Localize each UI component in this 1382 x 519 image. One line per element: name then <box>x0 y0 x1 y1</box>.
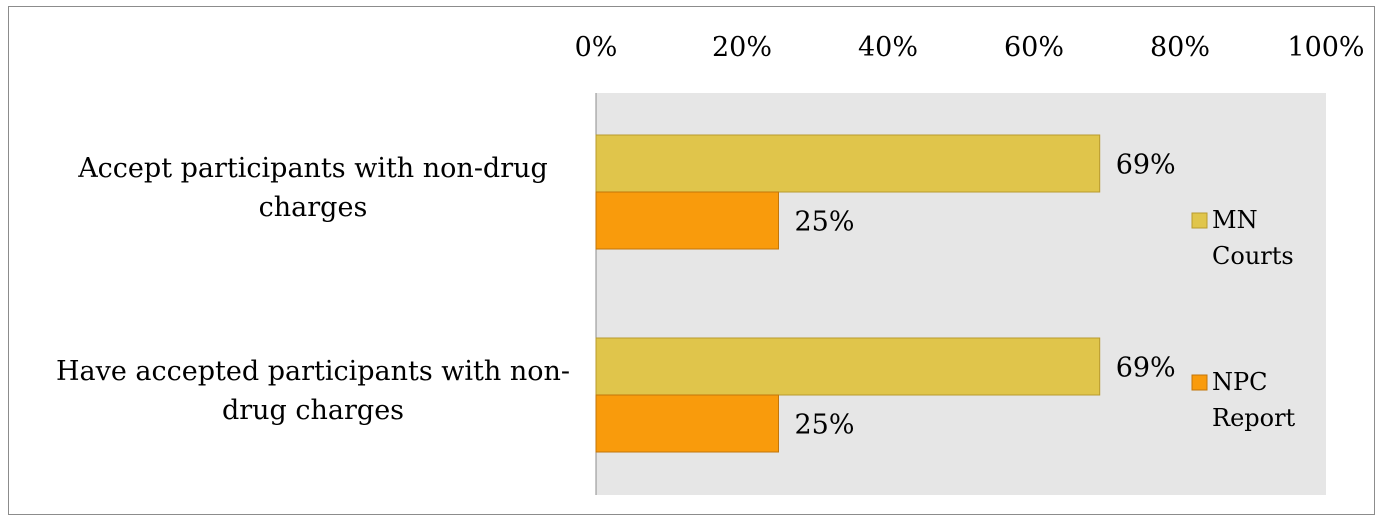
x-tick-label: 40% <box>858 32 918 63</box>
category-labels: Accept participants with non-drug charges… <box>56 153 570 426</box>
bar <box>595 134 1101 193</box>
bar-value-label: 25% <box>795 410 855 441</box>
bar <box>595 394 779 453</box>
legend-label: Report <box>1212 404 1296 432</box>
legend-label: NPC <box>1212 368 1268 396</box>
category-label: charges <box>259 192 368 223</box>
x-tick-label: 60% <box>1004 32 1064 63</box>
bar-value-label: 25% <box>795 207 855 238</box>
x-tick-label: 80% <box>1150 32 1210 63</box>
legend-label: MN <box>1212 206 1258 234</box>
x-tick-label: 100% <box>1287 32 1364 63</box>
legend-swatch <box>1191 212 1208 229</box>
x-tick-label: 0% <box>575 32 618 63</box>
bar-value-label: 69% <box>1116 353 1176 384</box>
bar-value-label: 69% <box>1116 150 1176 181</box>
legend: MN Courts NPC Report <box>1191 206 1296 432</box>
x-tick-label: 20% <box>712 32 772 63</box>
bars: 69% 69% 25% 25% <box>595 134 1176 453</box>
x-axis-ticks: 0% 20% 40% 60% 80% 100% <box>575 32 1365 63</box>
category-label: drug charges <box>222 395 404 426</box>
bar <box>595 337 1101 396</box>
bar <box>595 191 779 250</box>
category-label: Have accepted participants with non- <box>56 356 570 387</box>
legend-label: Courts <box>1212 242 1294 270</box>
category-label: Accept participants with non-drug <box>77 153 548 184</box>
legend-swatch <box>1191 374 1208 391</box>
